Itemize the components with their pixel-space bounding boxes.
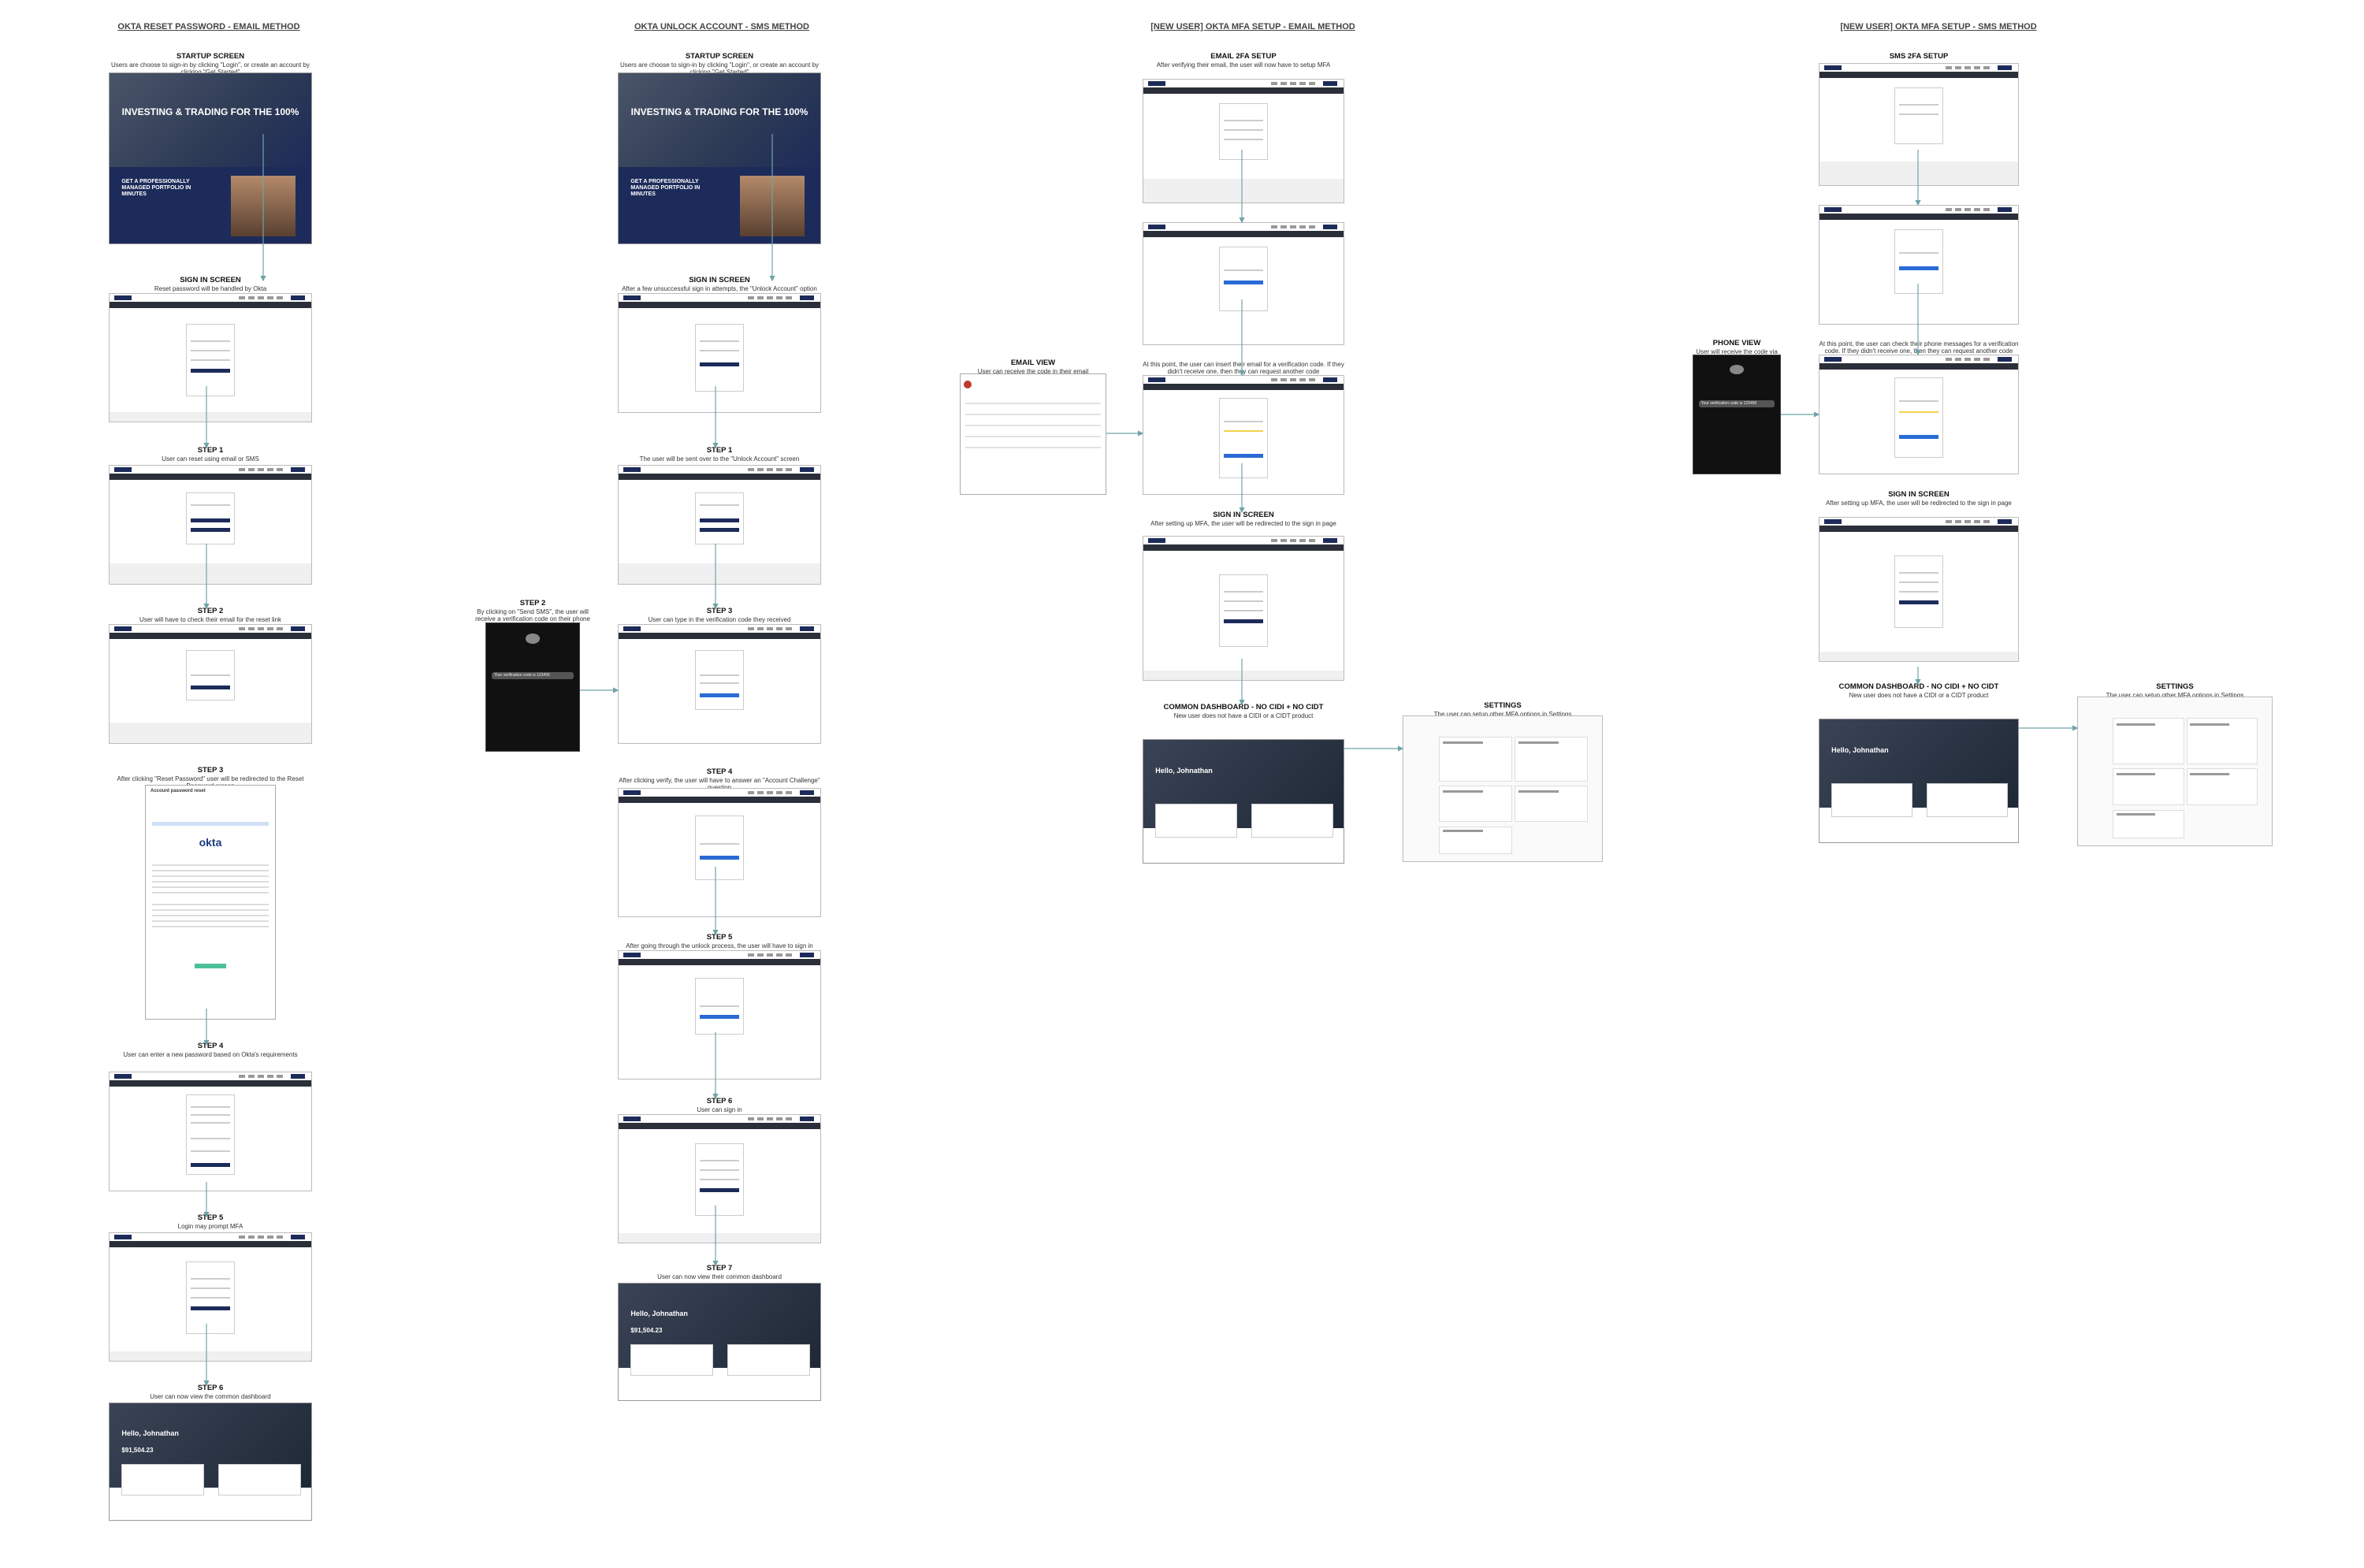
step4-screen-2 — [618, 788, 821, 917]
label-step7-2: STEP 7 User can now view their common das… — [657, 1264, 782, 1280]
label-step6: STEP 6 User can now view the common dashb… — [150, 1384, 271, 1400]
label-signin-4: SIGN IN SCREEN After setting up MFA, the … — [1826, 490, 2012, 507]
label-step5: STEP 5 Login may prompt MFA — [177, 1213, 243, 1230]
label-settings-4: SETTINGS The user can setup other MFA opt… — [2106, 682, 2244, 699]
phone-view: Your verification code is 123456 — [1693, 355, 1781, 474]
step4-screen — [109, 1072, 312, 1191]
settings-screen-3 — [1403, 715, 1603, 862]
reset-email: Account password reset okta — [145, 785, 276, 1020]
label-settings-3: SETTINGS The user can setup other MFA opt… — [1433, 701, 1572, 718]
signin-screen — [109, 293, 312, 422]
startup-screen-2: INVESTING & TRADING FOR THE 100% GET A P… — [618, 72, 821, 244]
label-signin-3: SIGN IN SCREEN After setting up MFA, the … — [1150, 511, 1336, 527]
label-step2: STEP 2 User will have to check their emai… — [139, 607, 282, 623]
label-step4: STEP 4 User can enter a new password base… — [123, 1042, 298, 1058]
sms2fa-screen-b — [1819, 205, 2019, 325]
email2fa-screen-a — [1143, 79, 1344, 203]
startup-screen: INVESTING & TRADING FOR THE 100% GET A P… — [109, 72, 312, 244]
label-startup: STARTUP SCREEN Users are choose to sign-i… — [110, 52, 310, 76]
column-title-mfa-email: [NEW USER] OKTA MFA SETUP - EMAIL METHOD — [1150, 22, 1355, 32]
label-email2fa: EMAIL 2FA SETUP After verifying their ema… — [1156, 52, 1331, 69]
label-signin: SIGN IN SCREEN Reset password will be han… — [154, 276, 267, 292]
label-verify-sms: At this point, the user can check their … — [1819, 340, 2019, 355]
column-title-reset-password: OKTA RESET PASSWORD - EMAIL METHOD — [117, 22, 300, 32]
email-verify-screen — [1143, 375, 1344, 495]
step5-screen-2 — [618, 950, 821, 1079]
column-title-unlock-account: OKTA UNLOCK ACCOUNT - SMS METHOD — [634, 22, 810, 32]
phone-screen-unlock: Your verification code is 123456 — [485, 622, 580, 752]
signin-screen-3 — [1143, 536, 1344, 681]
label-startup-2: STARTUP SCREEN Users are choose to sign-i… — [619, 52, 820, 76]
label-sms2fa: SMS 2FA SETUP — [1889, 52, 1949, 61]
hero-photo — [230, 175, 296, 237]
dashboard-screen-1: Hello, Johnathan $91,504.23 — [109, 1403, 312, 1521]
signin-screen-4 — [1819, 517, 2019, 662]
label-dashboard-3: COMMON DASHBOARD - NO CIDI + NO CIDT New … — [1163, 703, 1324, 719]
label-step2-2: STEP 2 By clicking on "Send SMS", the use… — [475, 599, 590, 622]
label-step1: STEP 1 User can reset using email or SMS — [162, 446, 259, 463]
step6-screen-2 — [618, 1114, 821, 1243]
step5-screen — [109, 1232, 312, 1362]
step1-screen — [109, 465, 312, 585]
email2fa-screen-b — [1143, 222, 1344, 345]
settings-screen-4 — [2077, 697, 2273, 846]
dashboard-screen-2: Hello, Johnathan $91,504.23 — [618, 1283, 821, 1401]
step3-screen-2 — [618, 624, 821, 744]
label-step3-2: STEP 3 User can type in the verification … — [648, 607, 791, 623]
label-step4-2: STEP 4 After clicking verify, the user wi… — [619, 767, 820, 791]
step1-screen-2 — [618, 465, 821, 585]
email-view — [960, 373, 1106, 495]
signin-screen-2 — [618, 293, 821, 413]
sms-verify-screen — [1819, 355, 2019, 474]
label-emailview: EMAIL VIEW User can receive the code in t… — [977, 359, 1089, 375]
label-step1-2: STEP 1 The user will be sent over to the … — [639, 446, 800, 463]
label-dashboard-4: COMMON DASHBOARD - NO CIDI + NO CIDT New … — [1838, 682, 1999, 699]
dashboard-screen-3: Hello, Johnathan — [1143, 739, 1344, 864]
label-step6-2: STEP 6 User can sign in — [697, 1097, 742, 1113]
sms2fa-screen-a — [1819, 63, 2019, 186]
step2-screen — [109, 624, 312, 744]
label-verify-email: At this point, the user can insert their… — [1143, 361, 1344, 375]
column-title-mfa-sms: [NEW USER] OKTA MFA SETUP - SMS METHOD — [1840, 22, 2037, 32]
dashboard-screen-4: Hello, Johnathan — [1819, 719, 2019, 843]
